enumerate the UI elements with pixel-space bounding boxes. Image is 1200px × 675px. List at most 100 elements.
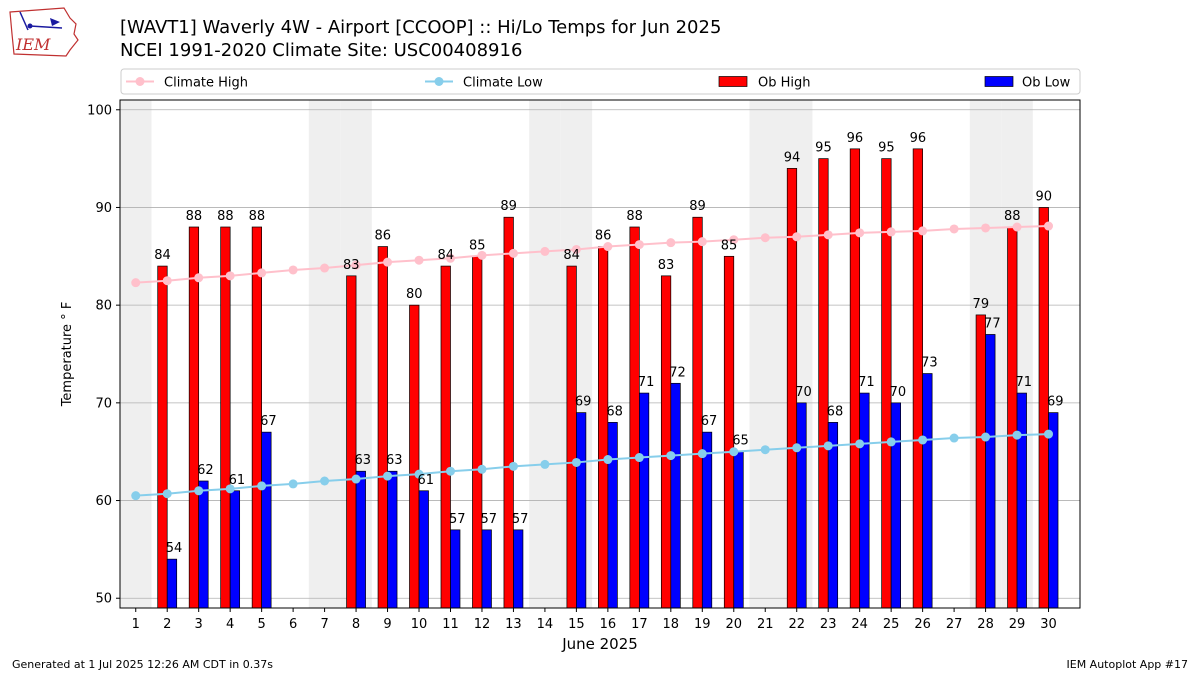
x-tick-label: 23 — [820, 617, 837, 632]
ob-low-label: 61 — [229, 473, 246, 488]
climate-high-point — [729, 235, 739, 245]
ob-low-bar — [198, 480, 209, 609]
climate-low-point — [571, 457, 581, 467]
legend-climate-high-marker — [135, 77, 145, 86]
ob-low-bar — [827, 422, 839, 609]
ob-high-label: 85 — [721, 238, 738, 253]
climate-high-point — [886, 227, 896, 237]
ob-low-label: 67 — [260, 414, 277, 429]
climate-high-point — [320, 263, 330, 273]
climate-low-point — [697, 449, 707, 459]
ob-low-bar — [985, 334, 996, 609]
x-tick-label: 29 — [1009, 617, 1026, 632]
climate-low-point — [508, 461, 518, 471]
ob-low-bar — [1016, 392, 1027, 609]
climate-high-point — [760, 233, 770, 243]
climate-low-point — [194, 486, 204, 496]
climate-high-point — [823, 230, 833, 240]
ob-high-bar — [881, 158, 892, 609]
climate-low-point — [760, 445, 770, 455]
x-tick-label: 8 — [352, 617, 360, 632]
ob-low-label: 69 — [1047, 395, 1064, 410]
ob-low-bar — [796, 402, 807, 609]
x-tick-label: 16 — [600, 617, 617, 632]
climate-low-point — [981, 432, 991, 442]
legend-ob-low-swatch — [984, 76, 1014, 87]
climate-low-point — [634, 453, 644, 463]
chart-title: [WAVT1] Waverly 4W - Airport [CCOOP] :: … — [120, 17, 722, 38]
climate-low-point — [729, 447, 739, 457]
climate-low-point — [320, 476, 330, 486]
weekend-shade — [749, 100, 781, 608]
legend-climate-low-label: Climate Low — [463, 76, 543, 91]
ob-high-label: 89 — [689, 199, 706, 214]
x-tick-label: 22 — [788, 617, 805, 632]
climate-low-point — [288, 479, 298, 489]
ob-low-label: 71 — [638, 375, 655, 390]
ob-high-bar — [188, 226, 200, 609]
ob-high-bar — [220, 226, 231, 609]
climate-low-point — [1012, 430, 1022, 440]
ob-low-label: 73 — [921, 356, 938, 371]
weekend-shade — [308, 100, 341, 608]
ob-low-label: 63 — [355, 453, 372, 468]
ob-high-label: 94 — [784, 150, 801, 165]
x-tick-label: 3 — [195, 617, 203, 632]
legend-box — [120, 68, 1081, 95]
ob-high-label: 88 — [217, 209, 234, 224]
x-axis-label: June 2025 — [561, 635, 638, 653]
climate-high-point — [257, 268, 267, 278]
ob-low-label: 57 — [512, 512, 529, 527]
climate-low-point — [383, 471, 393, 481]
ob-low-label: 77 — [984, 316, 1001, 331]
ob-low-bar — [355, 470, 366, 609]
ob-high-label: 89 — [500, 199, 517, 214]
ob-high-bar — [629, 226, 640, 609]
climate-high-point — [949, 224, 959, 234]
climate-high-point — [225, 271, 235, 281]
ob-low-label: 68 — [606, 404, 623, 419]
climate-high-point — [981, 223, 991, 233]
ob-high-bar — [818, 158, 829, 609]
x-tick-label: 20 — [725, 617, 742, 632]
climate-high-point — [351, 260, 361, 270]
ob-low-bar — [638, 392, 650, 609]
ob-high-bar — [723, 255, 735, 609]
ob-low-bar — [513, 529, 524, 609]
ob-high-bar — [157, 265, 168, 609]
ob-high-label: 96 — [847, 131, 864, 146]
ob-low-label: 71 — [858, 375, 875, 390]
weekend-shade — [529, 100, 561, 608]
y-axis-label: Temperature ° F — [60, 302, 75, 408]
x-tick-label: 24 — [851, 617, 868, 632]
climate-low-point — [131, 491, 141, 501]
ob-high-label: 83 — [343, 258, 360, 273]
y-tick-label: 60 — [95, 494, 112, 509]
y-tick-label: 90 — [95, 201, 112, 216]
legend: Climate High Climate Low Ob High Ob Low — [120, 68, 1081, 95]
ob-low-label: 67 — [701, 414, 718, 429]
climate-high-point — [508, 248, 518, 258]
ob-high-label: 84 — [563, 248, 580, 263]
ob-high-label: 83 — [658, 258, 675, 273]
climate-low-point — [225, 484, 235, 494]
ob-low-label: 65 — [732, 434, 749, 449]
ob-high-label: 95 — [878, 141, 895, 156]
ob-high-bar — [503, 216, 514, 609]
climate-high-point — [162, 276, 172, 286]
ob-low-bar — [229, 490, 241, 609]
climate-low-point — [162, 489, 172, 499]
plot-frame — [119, 99, 1081, 609]
x-tick-label: 7 — [320, 617, 328, 632]
x-tick-label: 18 — [663, 617, 680, 632]
ob-low-bar — [418, 490, 429, 609]
climate-low-point — [886, 437, 896, 447]
chart-subtitle: NCEI 1991-2020 Climate Site: USC00408916 — [120, 40, 523, 61]
ob-high-label: 88 — [1004, 209, 1021, 224]
climate-high-point — [634, 240, 644, 250]
x-tick-label: 6 — [289, 617, 297, 632]
climate-low-point — [666, 451, 676, 461]
ob-low-label: 72 — [669, 365, 686, 380]
climate-low-point — [823, 441, 833, 451]
